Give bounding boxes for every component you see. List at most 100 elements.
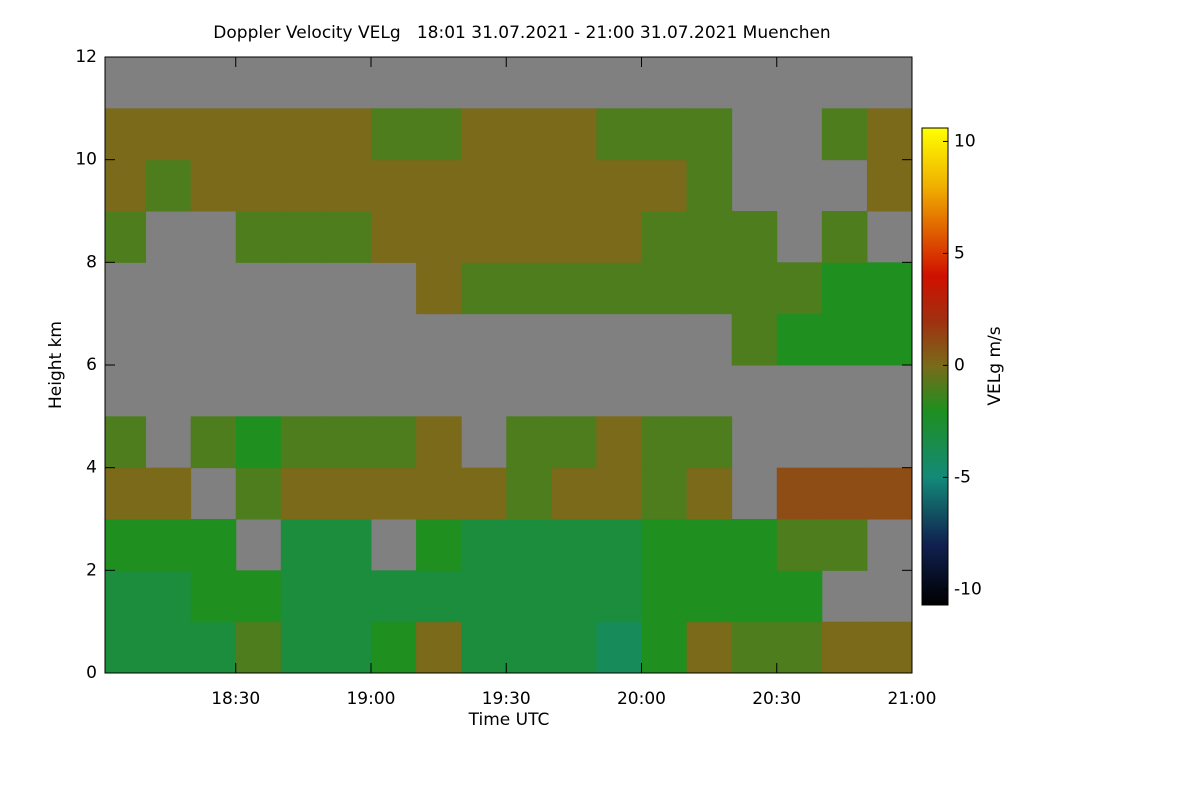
x-tick-label: 19:00 <box>346 689 395 709</box>
heatmap-cell <box>416 570 462 623</box>
colorbar-tick-label: 5 <box>954 243 965 263</box>
heatmap-cell <box>641 108 688 161</box>
heatmap-cell <box>776 570 823 623</box>
heatmap-cell <box>461 621 507 674</box>
chart-title: Doppler Velocity VELg 18:01 31.07.2021 -… <box>213 23 830 43</box>
heatmap-cell <box>506 467 552 520</box>
y-tick-label: 2 <box>86 560 97 580</box>
heatmap-cell <box>866 621 913 674</box>
heatmap-cell <box>641 519 688 571</box>
heatmap-cell <box>641 262 688 315</box>
heatmap-cell <box>866 262 913 315</box>
heatmap-cell <box>731 211 778 263</box>
colorbar-label: VELg m/s <box>985 326 1005 405</box>
y-tick-label: 6 <box>86 355 97 375</box>
heatmap-cell <box>105 211 147 263</box>
heatmap-cell <box>325 621 372 674</box>
heatmap-cell <box>641 621 688 674</box>
heatmap-cell <box>105 621 147 674</box>
heatmap-cell <box>325 211 372 263</box>
heatmap-cell <box>821 211 868 263</box>
heatmap-cell <box>821 108 868 161</box>
heatmap-cell <box>551 262 597 315</box>
heatmap-cell <box>235 416 282 469</box>
heatmap-cell <box>686 519 733 571</box>
heatmap-cell <box>776 621 823 674</box>
heatmap-cell <box>370 621 417 674</box>
heatmap-cell <box>416 621 462 674</box>
heatmap-cell <box>641 570 688 623</box>
heatmap-cell <box>105 159 147 212</box>
colorbar-tick-label: 0 <box>954 355 965 375</box>
heatmap-cell <box>686 621 733 674</box>
heatmap-cell <box>821 519 868 571</box>
heatmap-cell <box>280 621 327 674</box>
heatmap-cell <box>506 416 552 469</box>
heatmap-cell <box>235 159 282 212</box>
heatmap-cell <box>686 467 733 520</box>
heatmap-cell <box>416 519 462 571</box>
heatmap-cell <box>370 416 417 469</box>
heatmap-cell <box>821 313 868 366</box>
y-tick-label: 0 <box>86 663 97 683</box>
heatmap-cell <box>776 313 823 366</box>
heatmap-cell <box>596 416 642 469</box>
heatmap-cell <box>551 467 597 520</box>
heatmap-cell <box>280 467 327 520</box>
heatmap-cell <box>190 108 237 161</box>
x-tick-label: 19:30 <box>482 689 531 709</box>
heatmap-cell <box>235 621 282 674</box>
heatmap-cell <box>280 416 327 469</box>
heatmap-cell <box>596 108 642 161</box>
heatmap-cell <box>686 211 733 263</box>
heatmap-cell <box>370 108 417 161</box>
heatmap-cell <box>235 570 282 623</box>
heatmap-cell <box>551 519 597 571</box>
heatmap-cell <box>506 519 552 571</box>
heatmap-cell <box>461 519 507 571</box>
heatmap-cell <box>551 159 597 212</box>
heatmap-cell <box>325 108 372 161</box>
x-tick-label: 18:30 <box>211 689 260 709</box>
heatmap-cell <box>686 416 733 469</box>
heatmap-cell <box>596 621 642 674</box>
heatmap-cell <box>596 570 642 623</box>
y-tick-label: 12 <box>75 47 97 67</box>
heatmap-cell <box>596 519 642 571</box>
heatmap-cell <box>105 570 147 623</box>
heatmap-cell <box>461 211 507 263</box>
heatmap-cell <box>596 159 642 212</box>
heatmap-cell <box>641 467 688 520</box>
heatmap-cell <box>145 467 192 520</box>
y-tick-label: 4 <box>86 458 97 478</box>
colorbar <box>921 127 949 606</box>
heatmap-cell <box>370 211 417 263</box>
heatmap-cell <box>821 262 868 315</box>
heatmap-cell <box>461 262 507 315</box>
heatmap-cell <box>190 416 237 469</box>
heatmap-cell <box>145 108 192 161</box>
colorbar-tick-label: -5 <box>954 467 971 487</box>
heatmap-cell <box>105 467 147 520</box>
heatmap-cell <box>551 108 597 161</box>
heatmap-cell <box>280 570 327 623</box>
heatmap-cell <box>280 211 327 263</box>
heatmap-cell <box>506 159 552 212</box>
heatmap-cell <box>145 570 192 623</box>
heatmap-cell <box>641 159 688 212</box>
colorbar-tick-label: -10 <box>954 579 982 599</box>
heatmap-cell <box>866 467 913 520</box>
heatmap-cell <box>370 159 417 212</box>
x-axis-label: Time UTC <box>468 710 550 730</box>
heatmap-cell <box>686 108 733 161</box>
heatmap-cell <box>325 467 372 520</box>
heatmap-cell <box>686 262 733 315</box>
heatmap-cell <box>145 519 192 571</box>
heatmap-cell <box>370 570 417 623</box>
x-tick-label: 20:00 <box>617 689 666 709</box>
heatmap-cell <box>416 262 462 315</box>
heatmap-cell <box>416 108 462 161</box>
heatmap-cell <box>325 416 372 469</box>
heatmap-cell <box>686 159 733 212</box>
y-tick-label: 8 <box>86 252 97 272</box>
